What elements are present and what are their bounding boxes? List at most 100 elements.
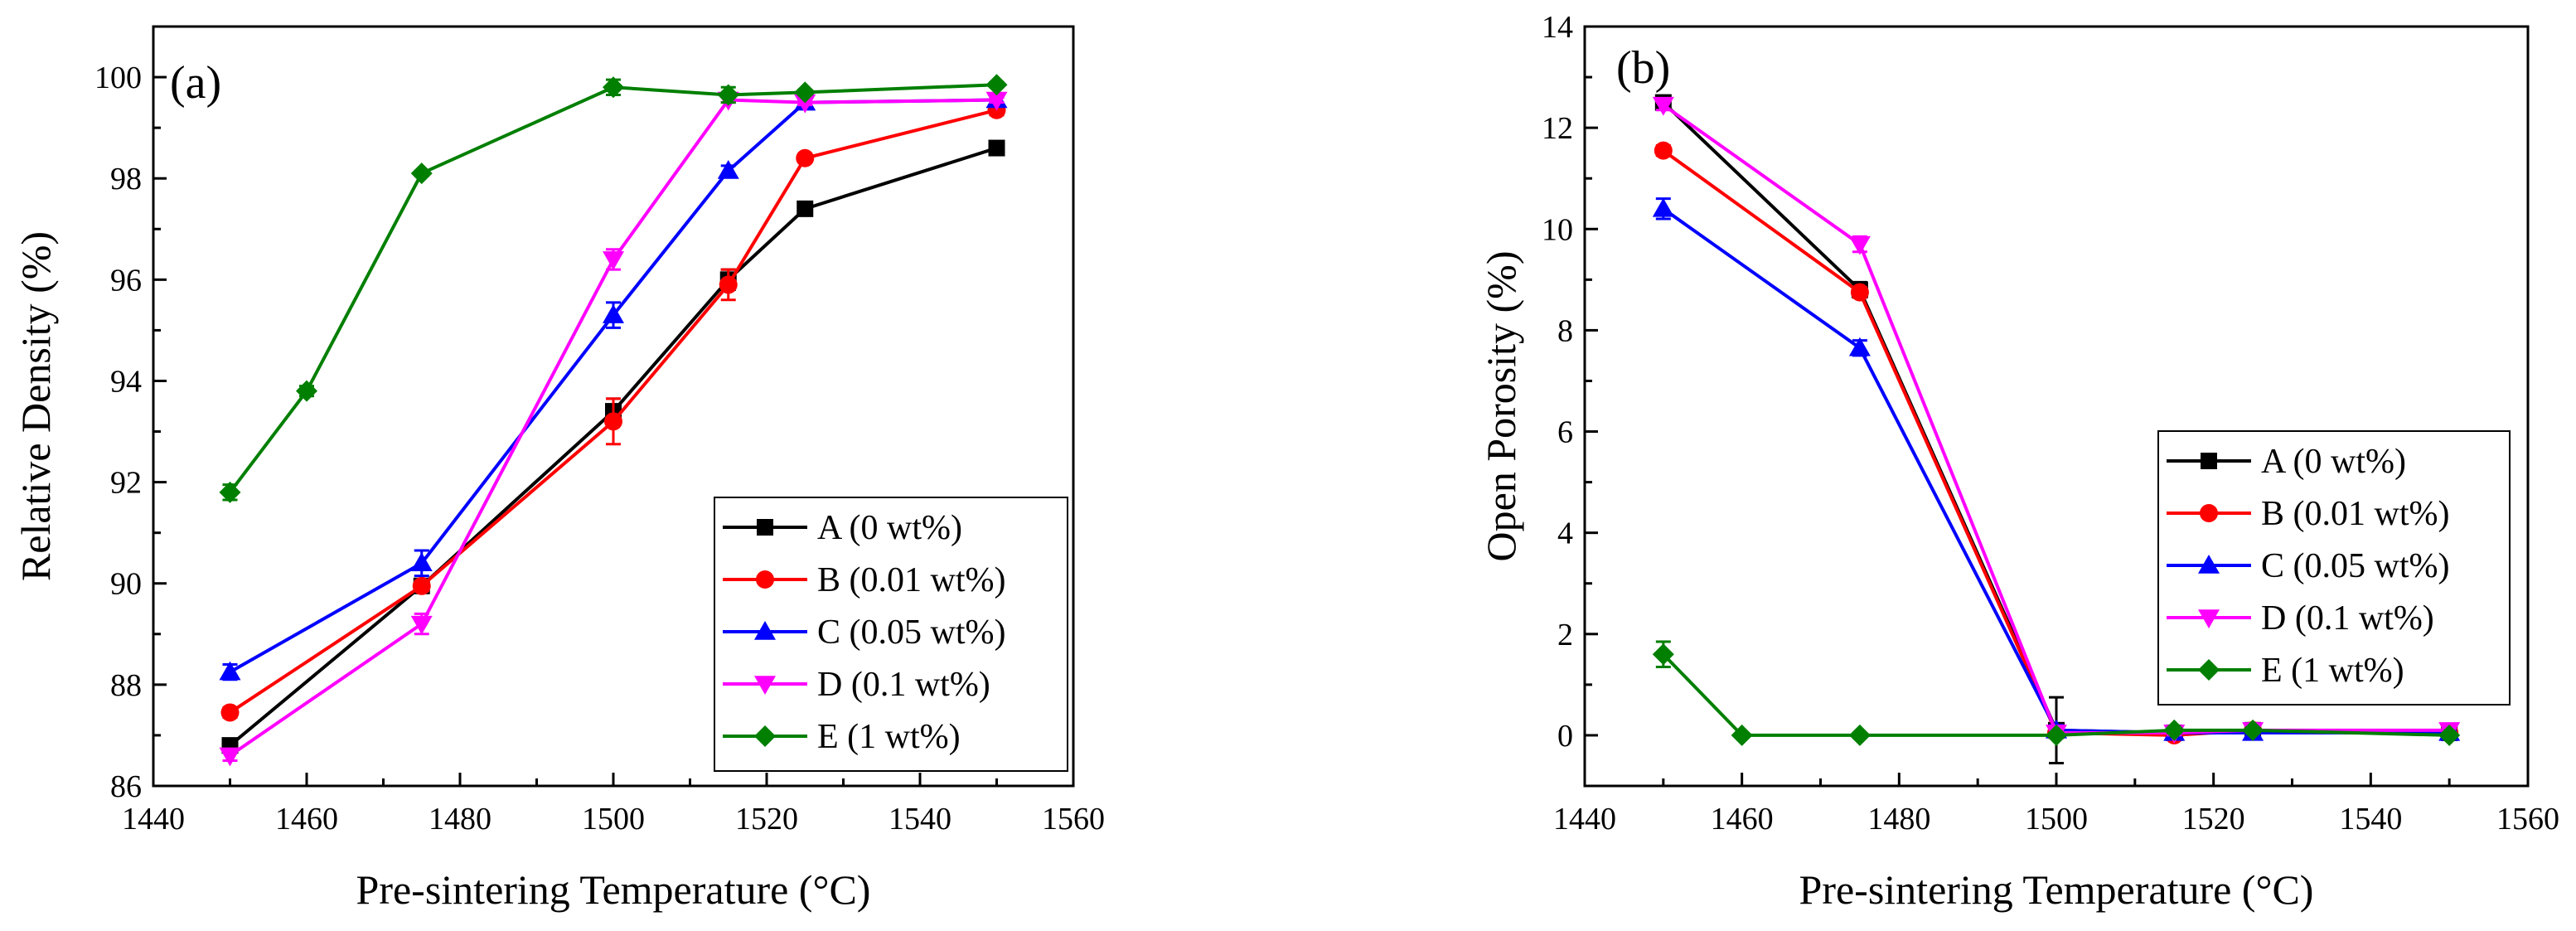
data-point bbox=[985, 91, 1008, 111]
data-point bbox=[1654, 141, 1673, 160]
y-tick-label: 0 bbox=[1557, 719, 1573, 754]
y-tick-label: 92 bbox=[110, 466, 142, 501]
data-point bbox=[220, 703, 240, 722]
legend-marker bbox=[2198, 609, 2220, 628]
legend-label: E (1 wt%) bbox=[817, 718, 961, 756]
legend-label: A (0 wt%) bbox=[2261, 443, 2406, 481]
y-tick-label: 94 bbox=[110, 364, 142, 399]
series-line bbox=[229, 146, 998, 747]
x-tick-label: 1540 bbox=[2339, 802, 2402, 836]
data-point bbox=[603, 251, 624, 270]
y-tick-label: 6 bbox=[1557, 415, 1573, 450]
legend-marker bbox=[754, 621, 776, 640]
y-tick-label: 90 bbox=[110, 567, 142, 602]
x-tick-label: 1460 bbox=[1711, 802, 1774, 836]
data-point bbox=[2163, 719, 2186, 741]
legend-label: D (0.1 wt%) bbox=[2261, 599, 2434, 638]
y-tick-label: 4 bbox=[1557, 516, 1573, 551]
x-tick-label: 1480 bbox=[429, 802, 491, 836]
data-point bbox=[219, 481, 241, 503]
data-point bbox=[797, 200, 814, 217]
data-point bbox=[794, 81, 816, 104]
y-tick-label: 8 bbox=[1557, 313, 1573, 348]
data-point bbox=[603, 76, 624, 99]
x-axis-label: Pre-sintering Temperature (°C) bbox=[356, 866, 871, 913]
legend-box bbox=[2157, 430, 2511, 706]
data-point bbox=[794, 94, 816, 114]
legend-marker bbox=[2198, 555, 2220, 574]
x-tick-label: 1460 bbox=[275, 802, 338, 836]
y-tick-label: 86 bbox=[110, 769, 142, 804]
data-point bbox=[717, 84, 739, 106]
legend-marker bbox=[757, 519, 773, 536]
y-tick-label: 10 bbox=[1542, 212, 1573, 247]
x-tick-label: 1500 bbox=[2025, 802, 2088, 836]
data-point bbox=[1731, 724, 1753, 746]
legend-label: D (0.1 wt%) bbox=[817, 666, 990, 704]
data-point bbox=[717, 160, 739, 179]
data-point bbox=[2046, 724, 2067, 746]
panel-label: (a) bbox=[170, 57, 221, 109]
series-b bbox=[220, 100, 1006, 722]
data-point bbox=[296, 380, 317, 402]
data-point bbox=[410, 552, 433, 572]
y-tick-label: 88 bbox=[110, 668, 142, 703]
legend-box bbox=[714, 497, 1068, 772]
legend-marker bbox=[2201, 453, 2217, 469]
chart-panel-b: 1440 1460 1480 1500 1520 1540 1560 0 2 4 6 8 10 12 14 P… bbox=[1478, 10, 2559, 913]
data-point bbox=[1850, 283, 1869, 302]
chart-panel-a: 1440 1460 1480 1500 1520 1540 1560 86 88 90 92 94 96… bbox=[12, 25, 1105, 913]
data-point bbox=[1848, 724, 1871, 746]
data-point bbox=[2242, 719, 2264, 741]
data-point bbox=[412, 576, 431, 595]
legend-marker bbox=[756, 570, 774, 589]
y-tick-label: 12 bbox=[1542, 111, 1573, 146]
legend-marker bbox=[2200, 504, 2218, 522]
data-point bbox=[2438, 724, 2461, 746]
y-tick-label: 96 bbox=[110, 263, 142, 298]
legend-marker bbox=[2198, 659, 2220, 681]
data-point bbox=[219, 747, 241, 767]
data-point bbox=[1848, 337, 1871, 356]
x-tick-label: 1540 bbox=[889, 802, 951, 836]
data-point bbox=[796, 148, 815, 167]
data-point bbox=[985, 74, 1008, 96]
data-point bbox=[988, 139, 1005, 157]
legend-label: C (0.05 wt%) bbox=[2261, 547, 2449, 585]
x-tick-label: 1440 bbox=[1553, 802, 1616, 836]
x-tick-label: 1560 bbox=[2496, 802, 2559, 836]
legend: A (0 wt%) B (0.01 wt%) C (0.05 wt%) D (0.1 … bbox=[714, 497, 1068, 772]
data-point bbox=[603, 304, 624, 323]
panel-label: (b) bbox=[1616, 42, 1670, 94]
y-tick-label: 100 bbox=[94, 61, 142, 95]
legend: A (0 wt%) B (0.01 wt%) C (0.05 wt%) D (0.1 … bbox=[2157, 430, 2511, 706]
data-point bbox=[219, 661, 241, 681]
legend-marker bbox=[754, 725, 776, 747]
legend-label: C (0.05 wt%) bbox=[817, 613, 1005, 652]
legend-label: B (0.01 wt%) bbox=[817, 561, 1005, 599]
x-axis-label: Pre-sintering Temperature (°C) bbox=[1799, 866, 2314, 913]
y-tick-label: 2 bbox=[1557, 618, 1573, 652]
series-line bbox=[229, 108, 997, 715]
x-tick-label: 1560 bbox=[1042, 802, 1105, 836]
data-point bbox=[1652, 197, 1674, 217]
series-line bbox=[229, 98, 997, 758]
data-point bbox=[1652, 643, 1674, 666]
legend-label: E (1 wt%) bbox=[2261, 652, 2404, 690]
data-point bbox=[604, 412, 622, 431]
x-tick-label: 1500 bbox=[582, 802, 645, 836]
y-axis-label: Open Porosity (%) bbox=[1478, 251, 1524, 562]
data-point bbox=[1652, 96, 1674, 116]
legend-label: B (0.01 wt%) bbox=[2261, 495, 2449, 533]
series-e bbox=[1652, 640, 2461, 746]
y-axis-label: Relative Density (%) bbox=[12, 231, 59, 581]
x-tick-label: 1520 bbox=[735, 802, 798, 836]
y-tick-label: 98 bbox=[110, 162, 142, 196]
legend-marker bbox=[754, 676, 776, 695]
data-point bbox=[410, 162, 433, 185]
x-tick-label: 1520 bbox=[2182, 802, 2245, 836]
x-tick-label: 1480 bbox=[1867, 802, 1930, 836]
y-tick-label: 14 bbox=[1542, 10, 1573, 45]
data-point bbox=[410, 615, 433, 635]
